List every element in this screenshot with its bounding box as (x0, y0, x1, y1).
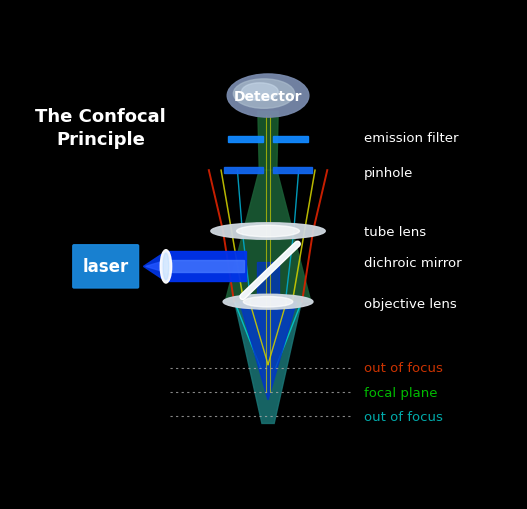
Text: Detector: Detector (234, 90, 302, 103)
Text: The Confocal
Principle: The Confocal Principle (35, 108, 166, 148)
Text: focal plane: focal plane (364, 386, 437, 399)
Polygon shape (257, 263, 279, 302)
FancyBboxPatch shape (73, 245, 139, 289)
Bar (228, 136, 263, 143)
Polygon shape (235, 302, 301, 423)
Text: out of focus: out of focus (364, 361, 443, 375)
Polygon shape (145, 261, 166, 273)
Text: out of focus: out of focus (364, 410, 443, 423)
Ellipse shape (243, 297, 293, 307)
Ellipse shape (223, 295, 313, 309)
Text: pinhole: pinhole (364, 166, 413, 179)
Ellipse shape (227, 75, 309, 118)
Bar (273, 168, 312, 174)
Bar (224, 168, 263, 174)
Polygon shape (258, 112, 278, 171)
Ellipse shape (233, 80, 295, 109)
Bar (273, 136, 308, 143)
Text: tube lens: tube lens (364, 225, 426, 238)
Text: laser: laser (83, 258, 129, 276)
Polygon shape (225, 171, 311, 302)
Polygon shape (166, 261, 243, 273)
Text: emission filter: emission filter (364, 132, 458, 145)
Text: dichroic mirror: dichroic mirror (364, 257, 462, 269)
Ellipse shape (211, 223, 325, 240)
Ellipse shape (241, 83, 278, 101)
Text: objective lens: objective lens (364, 298, 457, 310)
Polygon shape (166, 252, 246, 282)
Polygon shape (240, 302, 297, 400)
Polygon shape (143, 252, 166, 282)
Ellipse shape (160, 250, 172, 284)
Ellipse shape (163, 253, 169, 280)
Ellipse shape (237, 226, 299, 237)
